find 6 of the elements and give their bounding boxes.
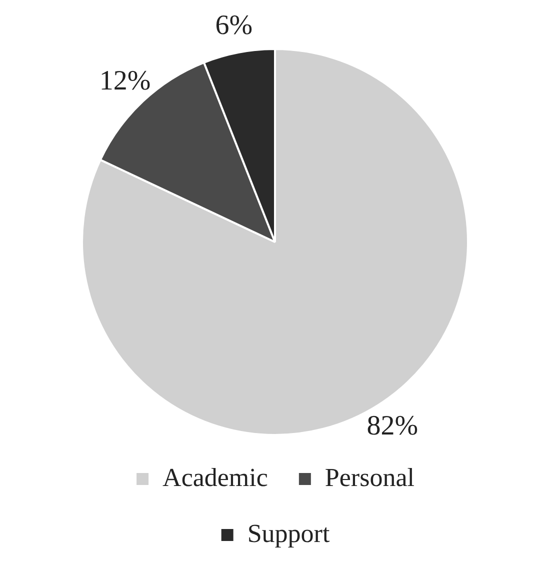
data-label: 12% (99, 66, 151, 97)
data-label: 6% (215, 10, 253, 42)
legend-label: Academic (162, 462, 268, 492)
data-label: 82% (366, 410, 418, 442)
legend-label: Support (247, 518, 330, 548)
legend-label: Personal (324, 462, 414, 492)
